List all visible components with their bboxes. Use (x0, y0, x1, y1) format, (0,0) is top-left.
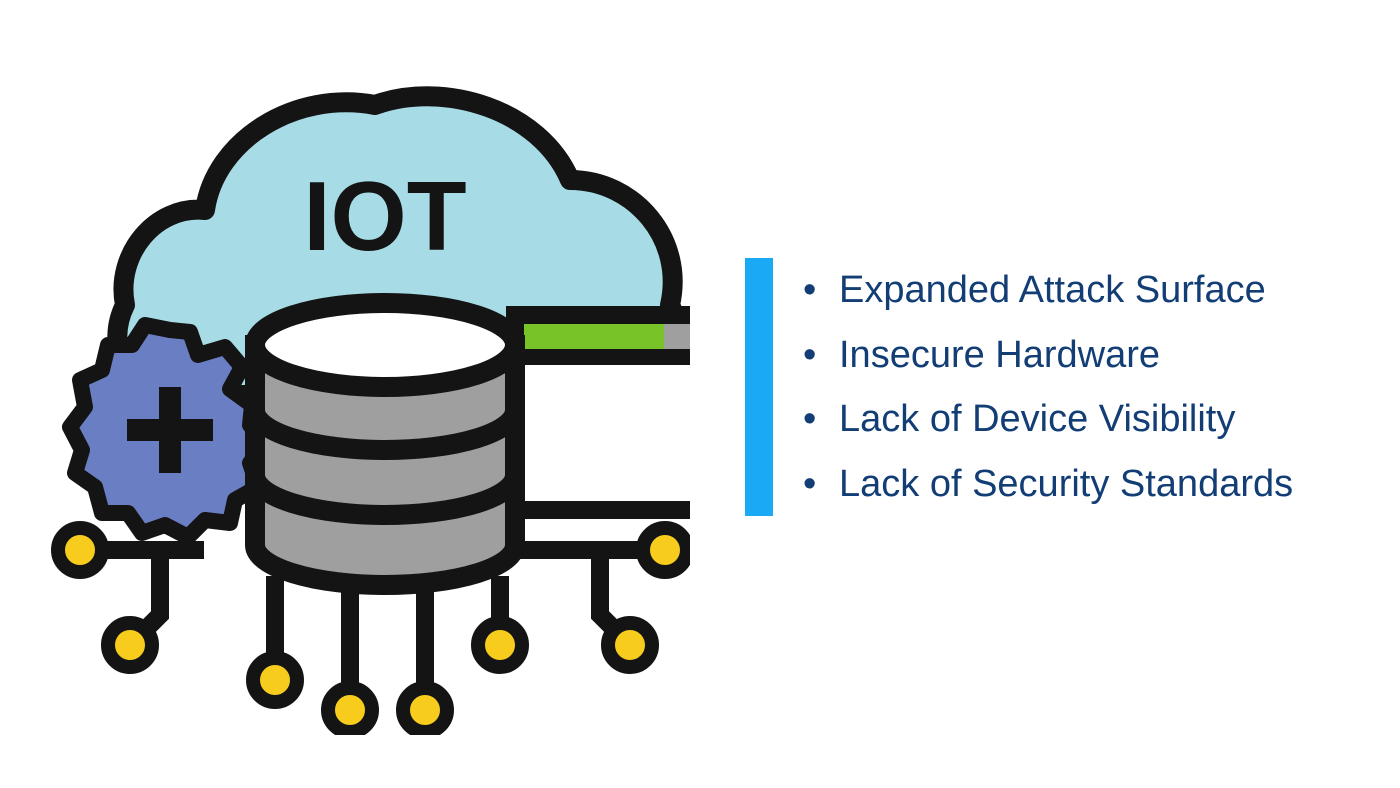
list-item: Expanded Attack Surface (803, 258, 1293, 323)
challenges-list-block: Expanded Attack Surface Insecure Hardwar… (745, 258, 1293, 516)
iot-illustration: IOT (30, 55, 690, 735)
list-item: Lack of Security Standards (803, 452, 1293, 517)
accent-bar (745, 258, 773, 516)
list-item: Lack of Device Visibility (803, 387, 1293, 452)
list-item: Insecure Hardware (803, 323, 1293, 388)
iot-label: IOT (303, 161, 466, 271)
gear-icon (70, 325, 265, 537)
window-icon (515, 315, 690, 510)
database-icon (255, 303, 515, 585)
challenges-list: Expanded Attack Surface Insecure Hardwar… (773, 258, 1293, 516)
